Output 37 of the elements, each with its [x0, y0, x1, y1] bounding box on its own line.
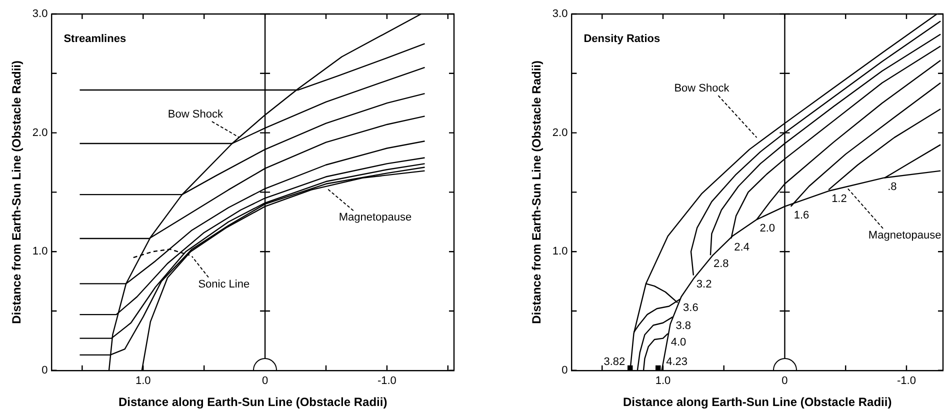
- series-label: 2.0: [760, 222, 776, 235]
- series-label: 4.23: [666, 356, 688, 368]
- x-tick-label: 0: [262, 375, 268, 388]
- x-tick-label: -1.0: [377, 375, 396, 388]
- y-axis-title: Distance from Earth-Sun Line (Obstacle Radii): [530, 60, 544, 324]
- x-axis-title: Distance along Earth-Sun Line (Obstacle Radii): [118, 395, 388, 410]
- series-label: 1.6: [794, 209, 810, 222]
- series-label: 2.8: [713, 258, 729, 270]
- text: Density Ratios: [584, 33, 660, 45]
- series-label: 3.6: [683, 302, 698, 314]
- y-tick-label: 1.0: [552, 246, 568, 258]
- text: Streamlines: [64, 33, 126, 45]
- x-tick-label: 0: [782, 375, 788, 388]
- annotation: Sonic Line: [198, 278, 250, 290]
- y-tick-label: 2.0: [552, 126, 568, 139]
- y-tick-label: 3.0: [552, 8, 568, 20]
- x-tick-label: 1.0: [655, 375, 671, 388]
- series-label: 1.2: [832, 192, 847, 205]
- y-tick-label: 3.0: [32, 8, 48, 20]
- y-tick-label: 0: [42, 364, 48, 376]
- y-tick-label: 1.0: [32, 246, 48, 258]
- x-tick-label: -1.0: [896, 375, 916, 388]
- annotation: Bow Shock: [674, 82, 730, 95]
- series-label: 2.4: [734, 242, 750, 254]
- series-label: 3.82: [604, 356, 626, 368]
- x-axis-title: Distance along Earth-Sun Line (Obstacle Radii): [622, 395, 892, 410]
- series-label: 3.2: [696, 278, 712, 290]
- y-axis-title: Distance from Earth-Sun Line (Obstacle Radii): [10, 60, 24, 324]
- annotation: Magnetopause: [868, 229, 942, 242]
- annotation: Bow Shock: [168, 108, 224, 121]
- series-label: 3.8: [676, 320, 692, 332]
- x-tick-label: 1.0: [135, 375, 151, 388]
- y-tick-label: 0: [562, 364, 568, 376]
- y-tick-label: 2.0: [32, 126, 48, 139]
- annotation: Magnetopause: [338, 212, 412, 224]
- series-label: 4.0: [670, 336, 686, 349]
- series-label: .8: [888, 180, 897, 193]
